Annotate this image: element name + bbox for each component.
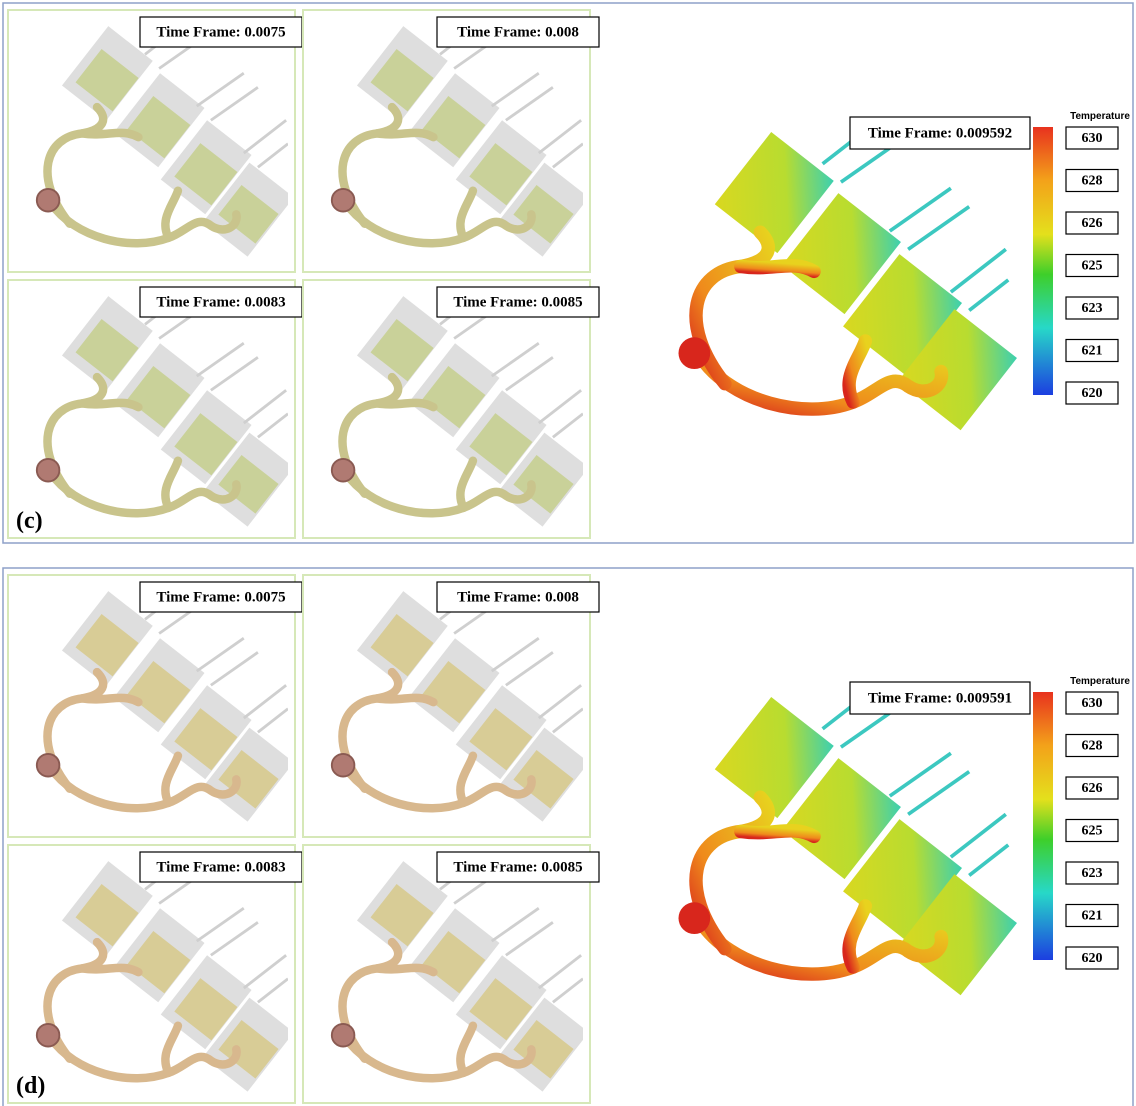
colorbar-tick-label: 626 [1082,781,1103,796]
colorbar-tick-label: 625 [1082,824,1103,839]
colorbar-tick-label: 626 [1082,216,1103,231]
figure: Time Frame: 0.0075 Time Frame: 0.008 Time … [0,0,1136,1106]
time-label: Time Frame: 0.009592 [868,125,1012,141]
colorbar-tick-label: 621 [1082,344,1103,359]
colorbar-title: Temperature [1070,111,1130,122]
frame: Time Frame: 0.0083 [8,845,302,1103]
frame: Time Frame: 0.0075 [8,575,302,837]
colorbar-tick-label: 630 [1082,131,1103,146]
frame: Time Frame: 0.0075 [8,10,302,272]
colorbar-tick-label: 628 [1082,174,1103,189]
time-label: Time Frame: 0.0075 [156,24,285,40]
frame: Time Frame: 0.008 [303,10,599,272]
time-label: Time Frame: 0.008 [457,589,579,605]
frame: Time Frame: 0.0085 [303,845,599,1103]
frame: Time Frame: 0.008 [303,575,599,837]
colorbar-tick-label: 620 [1082,386,1103,401]
frame: Time Frame: 0.0085 [303,280,599,538]
time-label: Time Frame: 0.008 [457,24,579,40]
casting-image-main [678,121,1016,430]
time-label: Time Frame: 0.0075 [156,589,285,605]
colorbar-tick-label: 623 [1082,301,1103,316]
panel: Time Frame: 0.0075 Time Frame: 0.008 Time … [3,568,1133,1106]
time-label: Time Frame: 0.0085 [453,859,582,875]
time-label: Time Frame: 0.0085 [453,294,582,310]
colorbar-title: Temperature [1070,676,1130,687]
panel-label: (d) [16,1073,45,1099]
colorbar-tick-label: 630 [1082,696,1103,711]
colorbar-tick-label: 625 [1082,259,1103,274]
frame: Time Frame: 0.0083 [8,280,302,538]
time-label: Time Frame: 0.009591 [868,690,1012,706]
colorbar [1033,127,1053,395]
colorbar [1033,692,1053,960]
casting-image-main [678,686,1016,995]
colorbar-tick-label: 621 [1082,909,1103,924]
colorbar-tick-label: 628 [1082,739,1103,754]
time-label: Time Frame: 0.0083 [156,859,285,875]
time-label: Time Frame: 0.0083 [156,294,285,310]
panel: Time Frame: 0.0075 Time Frame: 0.008 Time … [3,3,1133,543]
colorbar-tick-label: 620 [1082,951,1103,966]
colorbar-tick-label: 623 [1082,866,1103,881]
page: Time Frame: 0.0075 Time Frame: 0.008 Time … [0,0,1136,1106]
panel-label: (c) [16,508,43,534]
